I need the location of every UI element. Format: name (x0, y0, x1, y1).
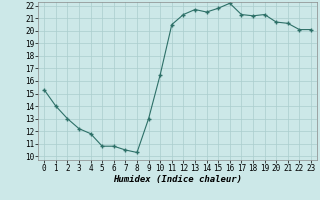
X-axis label: Humidex (Indice chaleur): Humidex (Indice chaleur) (113, 175, 242, 184)
